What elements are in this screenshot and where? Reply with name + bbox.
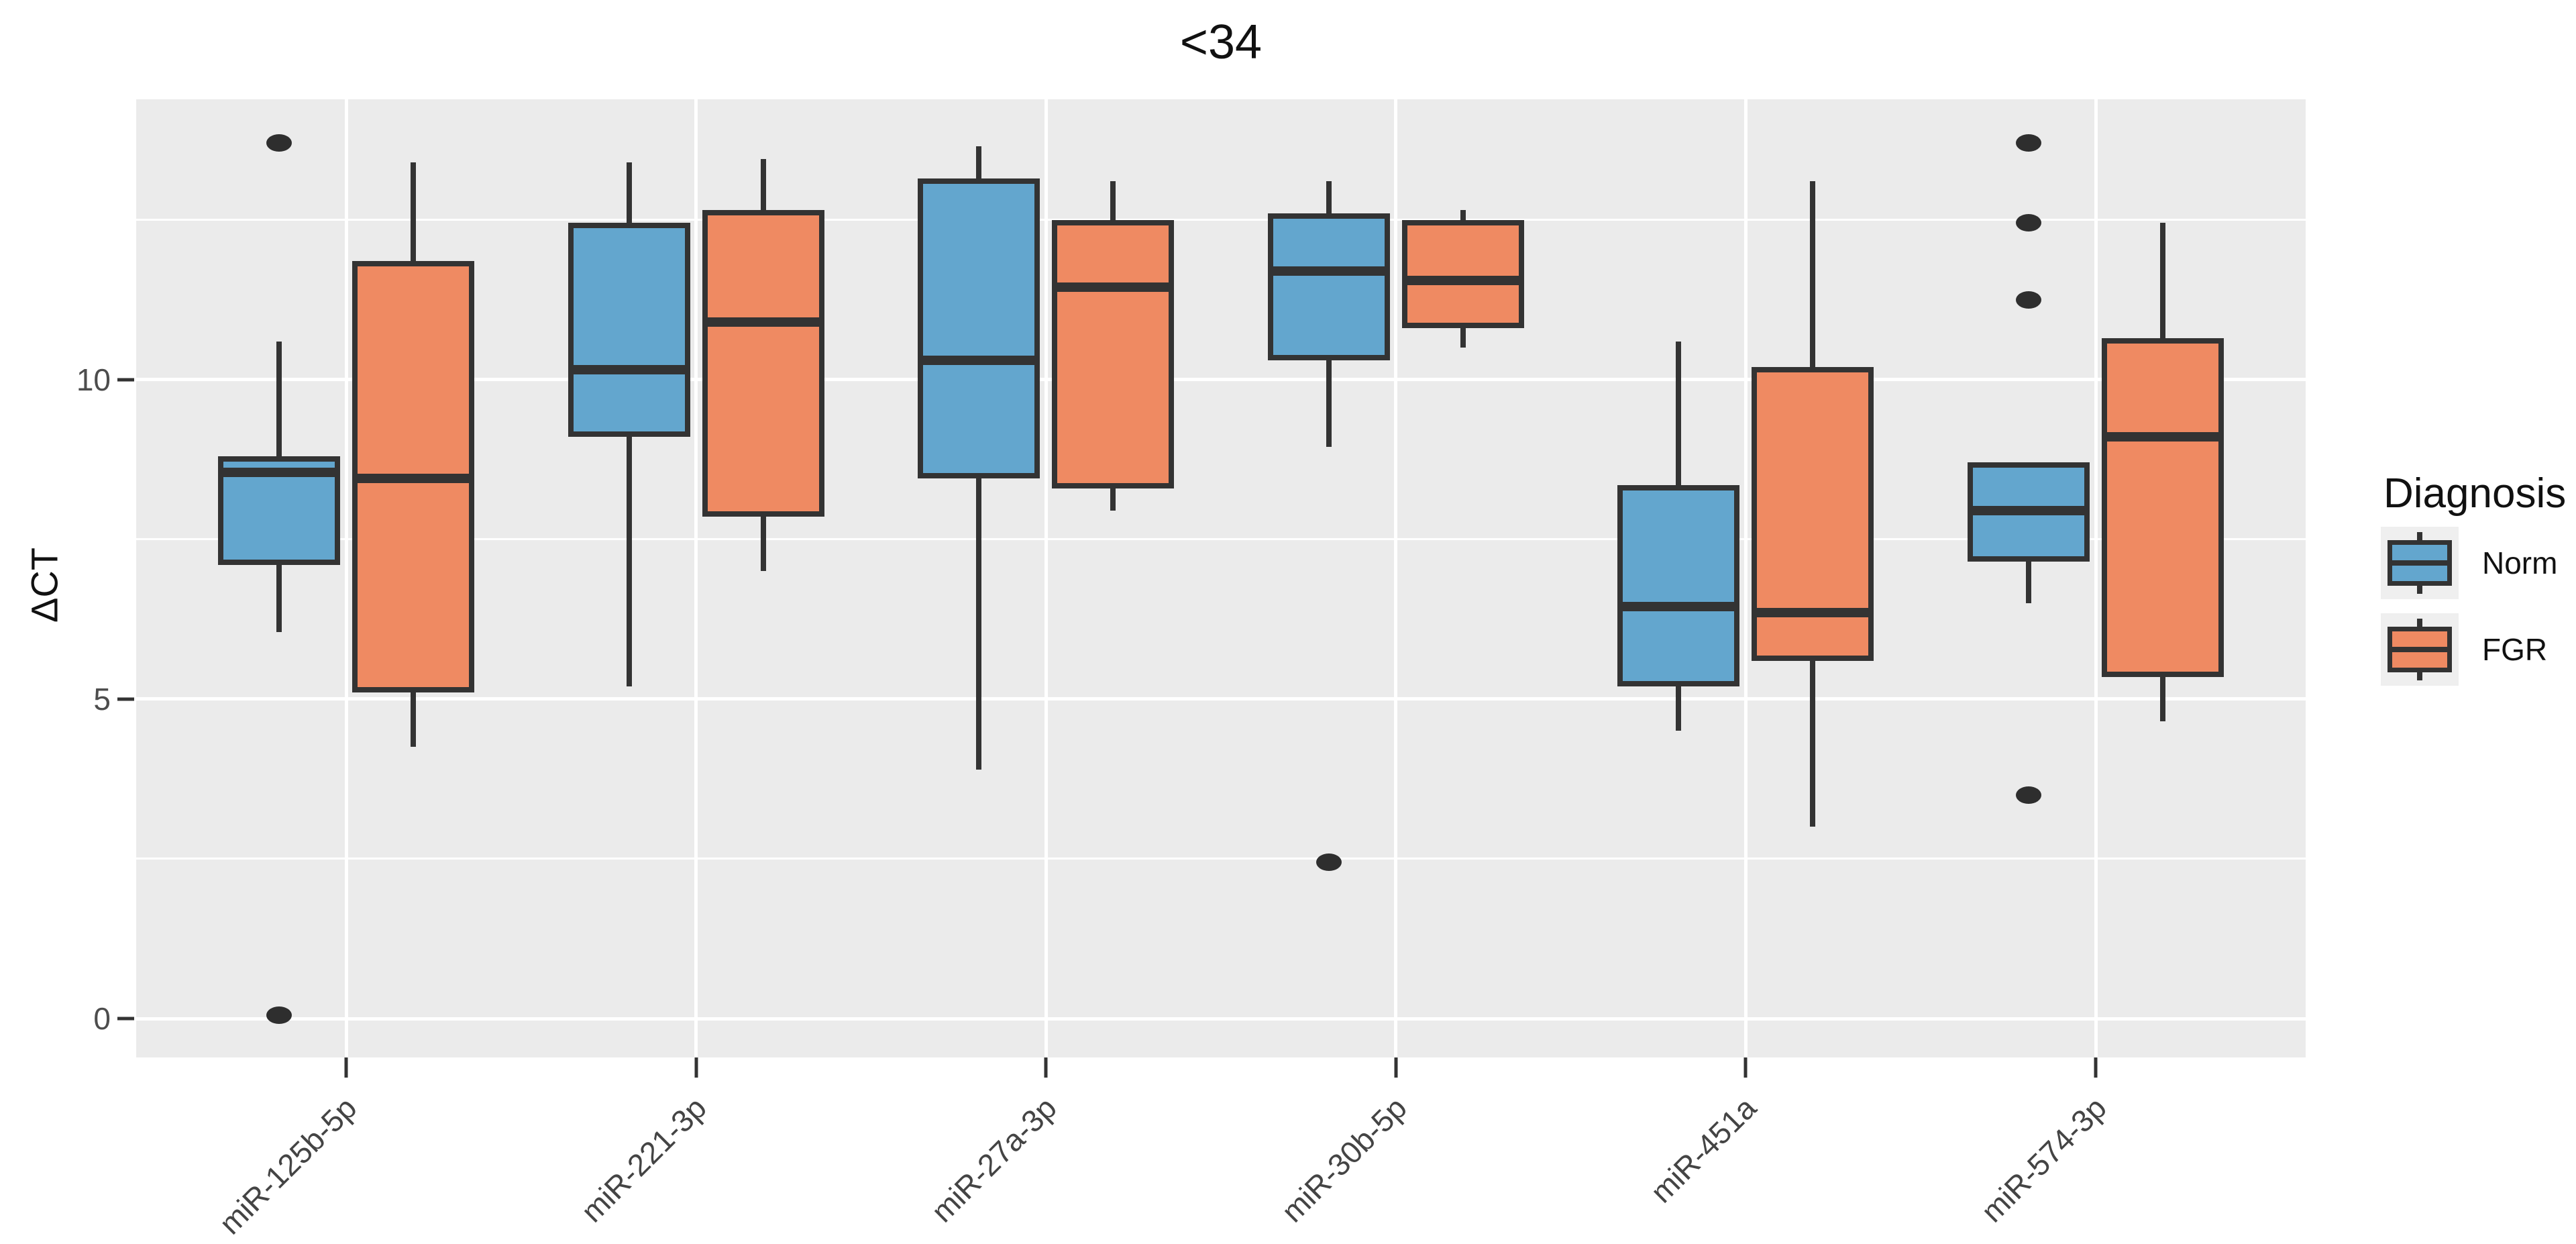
- minor-gridline-y-12.5: [136, 219, 2306, 221]
- median-Norm-miR-125b-5p: [218, 467, 340, 477]
- outlier-Norm-miR-574-3p-0: [2016, 134, 2041, 152]
- outlier-Norm-miR-125b-5p-1: [266, 1006, 292, 1025]
- box-Norm-miR-30b-5p: [1267, 213, 1390, 361]
- box-Norm-miR-451a: [1617, 484, 1740, 686]
- x-tick-mark-miR-125b-5p: [344, 1057, 348, 1078]
- y-axis-title: ΔCT: [23, 547, 66, 623]
- median-FGR-miR-574-3p: [2102, 432, 2224, 442]
- outlier-Norm-miR-574-3p-2: [2016, 291, 2041, 309]
- legend-label-FGR: FGR: [2482, 632, 2548, 667]
- x-tick-label-miR-451a: miR-451a: [1644, 1090, 1763, 1210]
- y-tick-mark-0: [117, 1017, 134, 1021]
- legend-key-median-Norm: [2392, 560, 2447, 566]
- major-gridline-x-miR-221-3p: [694, 99, 698, 1057]
- legend-title: Diagnosis: [2383, 470, 2567, 517]
- x-tick-label-miR-574-3p: miR-574-3p: [1974, 1090, 2113, 1229]
- minor-gridline-y-2.5: [136, 858, 2306, 860]
- median-FGR-miR-27a-3p: [1052, 282, 1175, 292]
- box-FGR-miR-27a-3p: [1052, 219, 1175, 488]
- major-gridline-x-miR-30b-5p: [1394, 99, 1398, 1057]
- box-Norm-miR-221-3p: [568, 223, 690, 437]
- legend-key-Norm: [2381, 527, 2459, 599]
- median-Norm-miR-221-3p: [568, 365, 690, 375]
- legend-key-median-FGR: [2392, 647, 2447, 652]
- y-tick-mark-10: [117, 378, 134, 382]
- median-Norm-miR-451a: [1617, 601, 1740, 611]
- median-Norm-miR-27a-3p: [918, 356, 1040, 366]
- x-tick-label-miR-221-3p: miR-221-3p: [574, 1090, 714, 1229]
- y-tick-label-5: 5: [93, 681, 111, 717]
- major-gridline-x-miR-125b-5p: [344, 99, 348, 1057]
- median-FGR-miR-451a: [1752, 608, 1874, 618]
- major-gridline-x-miR-27a-3p: [1044, 99, 1048, 1057]
- x-tick-mark-miR-574-3p: [2094, 1057, 2098, 1078]
- y-tick-label-10: 10: [76, 362, 111, 397]
- x-tick-label-miR-27a-3p: miR-27a-3p: [924, 1090, 1063, 1229]
- median-FGR-miR-125b-5p: [352, 474, 474, 484]
- x-tick-mark-miR-451a: [1743, 1057, 1748, 1078]
- major-gridline-x-miR-451a: [1743, 99, 1748, 1057]
- y-tick-label-0: 0: [93, 1001, 111, 1036]
- plot-panel: [136, 99, 2306, 1057]
- legend-key-box-FGR: [2387, 627, 2452, 672]
- outlier-Norm-miR-574-3p-3: [2016, 786, 2041, 804]
- minor-gridline-y-7.5: [136, 538, 2306, 541]
- outlier-Norm-miR-30b-5p-0: [1316, 853, 1342, 871]
- box-FGR-miR-574-3p: [2102, 338, 2224, 677]
- y-tick-mark-5: [117, 697, 134, 701]
- major-gridline-y-5: [136, 697, 2306, 701]
- median-Norm-miR-30b-5p: [1267, 266, 1390, 276]
- x-tick-label-miR-125b-5p: miR-125b-5p: [212, 1090, 364, 1241]
- major-gridline-y-10: [136, 378, 2306, 382]
- box-Norm-miR-27a-3p: [918, 178, 1040, 479]
- median-FGR-miR-30b-5p: [1401, 276, 1524, 286]
- legend-key-box-Norm: [2387, 540, 2452, 586]
- outlier-Norm-miR-125b-5p-0: [266, 134, 292, 152]
- median-Norm-miR-574-3p: [1968, 505, 2090, 515]
- plot-title: <34: [1179, 15, 1263, 69]
- x-tick-label-miR-30b-5p: miR-30b-5p: [1274, 1090, 1413, 1229]
- major-gridline-x-miR-574-3p: [2094, 99, 2098, 1057]
- x-tick-mark-miR-27a-3p: [1044, 1057, 1048, 1078]
- legend-key-FGR: [2381, 613, 2459, 686]
- box-FGR-miR-221-3p: [702, 210, 824, 517]
- box-FGR-miR-30b-5p: [1401, 219, 1524, 329]
- outlier-Norm-miR-574-3p-1: [2016, 214, 2041, 232]
- legend-label-Norm: Norm: [2482, 546, 2558, 580]
- x-tick-mark-miR-30b-5p: [1394, 1057, 1398, 1078]
- median-FGR-miR-221-3p: [702, 317, 824, 327]
- major-gridline-y-0: [136, 1017, 2306, 1021]
- x-tick-mark-miR-221-3p: [694, 1057, 698, 1078]
